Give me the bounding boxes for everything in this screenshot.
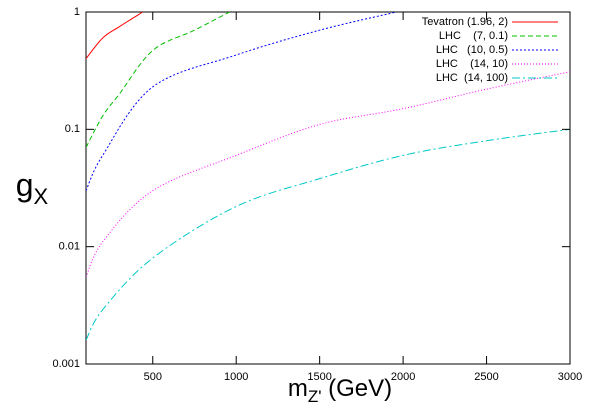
y-tick-label: 0.001 [52,358,80,370]
y-axis-label: gX [16,167,49,208]
plot-area [86,12,570,341]
x-tick-label: 500 [144,371,162,383]
plot-frame [85,11,571,365]
series-line [86,12,397,191]
series-line [86,12,230,148]
x-tick-label: 1500 [307,371,331,383]
x-tick-label: 2000 [391,371,415,383]
x-axis-label: mZ' (GeV) [288,375,392,406]
series-line [86,128,570,341]
legend-label: LHC (14, 10) [436,58,508,70]
y-tick-label: 0.1 [65,123,80,135]
x-tick-label: 3000 [558,371,582,383]
x-tick-label: 2500 [474,371,498,383]
series-line [86,12,144,60]
legend-label: LHC (14, 100) [436,72,508,84]
y-tick-label: 1 [74,6,80,18]
legend-label: Tevatron (1.96, 2) [422,16,508,28]
y-tick-label: 0.01 [59,241,80,253]
legend-label: LHC (7, 0.1) [439,30,508,42]
series-line [86,71,570,278]
legend-label: LHC (10, 0.5) [436,44,508,56]
x-tick-label: 1000 [224,371,248,383]
